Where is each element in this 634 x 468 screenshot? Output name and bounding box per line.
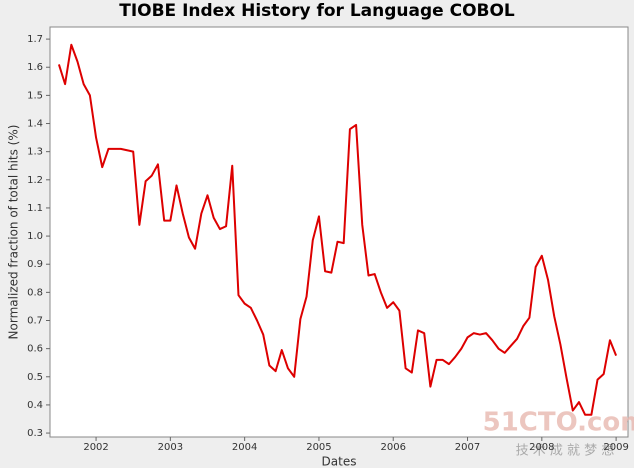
- y-tick-label: 1.2: [27, 175, 43, 186]
- y-tick-label: 0.7: [27, 316, 43, 327]
- y-tick-label: 1.4: [27, 119, 43, 130]
- x-tick-label: 2003: [158, 442, 183, 453]
- x-tick-label: 2005: [306, 442, 331, 453]
- y-tick-label: 1.5: [27, 90, 43, 101]
- watermark: 51CTO.com: [483, 408, 634, 438]
- y-tick-label: 0.5: [27, 372, 43, 383]
- y-tick-label: 1.0: [27, 231, 43, 242]
- y-tick-label: 0.9: [27, 259, 43, 270]
- x-tick-label: 2002: [83, 442, 108, 453]
- y-tick-label: 0.4: [27, 400, 43, 411]
- y-axis-label: Normalized fraction of total hits (%): [7, 125, 21, 340]
- x-tick-label: 2004: [232, 442, 257, 453]
- y-tick-label: 0.3: [27, 428, 43, 439]
- x-tick-label: 2007: [455, 442, 480, 453]
- x-tick-label: 2006: [381, 442, 406, 453]
- y-tick-label: 1.3: [27, 147, 43, 158]
- line-series: [57, 43, 618, 416]
- y-tick-label: 1.1: [27, 203, 43, 214]
- x-tick-label: 2008: [529, 442, 554, 453]
- y-tick-label: 1.6: [27, 62, 43, 73]
- chart-title: TIOBE Index History for Language COBOL: [119, 1, 515, 21]
- x-tick-label: 2009: [603, 442, 628, 453]
- x-axis-label: Dates: [322, 455, 357, 468]
- y-tick-label: 0.6: [27, 344, 43, 355]
- watermark-subtitle: 技 术 成 就 梦 想: [516, 443, 615, 459]
- y-tick-label: 1.7: [27, 34, 43, 45]
- plot-area: [49, 26, 629, 438]
- y-tick-label: 0.8: [27, 287, 43, 298]
